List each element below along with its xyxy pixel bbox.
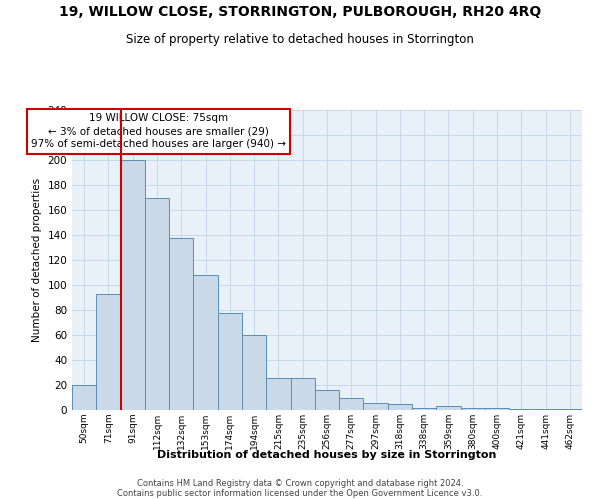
Bar: [145, 198, 169, 410]
Bar: [242, 335, 266, 410]
Bar: [339, 398, 364, 410]
Bar: [266, 378, 290, 410]
Bar: [388, 404, 412, 410]
Bar: [461, 408, 485, 410]
Bar: [364, 402, 388, 410]
Bar: [436, 406, 461, 410]
Bar: [218, 312, 242, 410]
Bar: [315, 390, 339, 410]
Text: Contains HM Land Registry data © Crown copyright and database right 2024.: Contains HM Land Registry data © Crown c…: [137, 478, 463, 488]
Bar: [290, 378, 315, 410]
Text: 19, WILLOW CLOSE, STORRINGTON, PULBOROUGH, RH20 4RQ: 19, WILLOW CLOSE, STORRINGTON, PULBOROUG…: [59, 5, 541, 19]
Bar: [509, 409, 533, 410]
Bar: [96, 294, 121, 410]
Bar: [533, 409, 558, 410]
Text: 19 WILLOW CLOSE: 75sqm
← 3% of detached houses are smaller (29)
97% of semi-deta: 19 WILLOW CLOSE: 75sqm ← 3% of detached …: [31, 113, 286, 150]
Bar: [412, 408, 436, 410]
Text: Contains public sector information licensed under the Open Government Licence v3: Contains public sector information licen…: [118, 488, 482, 498]
Bar: [121, 160, 145, 410]
Bar: [485, 408, 509, 410]
Bar: [558, 409, 582, 410]
Text: Size of property relative to detached houses in Storrington: Size of property relative to detached ho…: [126, 32, 474, 46]
Y-axis label: Number of detached properties: Number of detached properties: [32, 178, 42, 342]
Text: Distribution of detached houses by size in Storrington: Distribution of detached houses by size …: [157, 450, 497, 460]
Bar: [72, 385, 96, 410]
Bar: [193, 275, 218, 410]
Bar: [169, 238, 193, 410]
